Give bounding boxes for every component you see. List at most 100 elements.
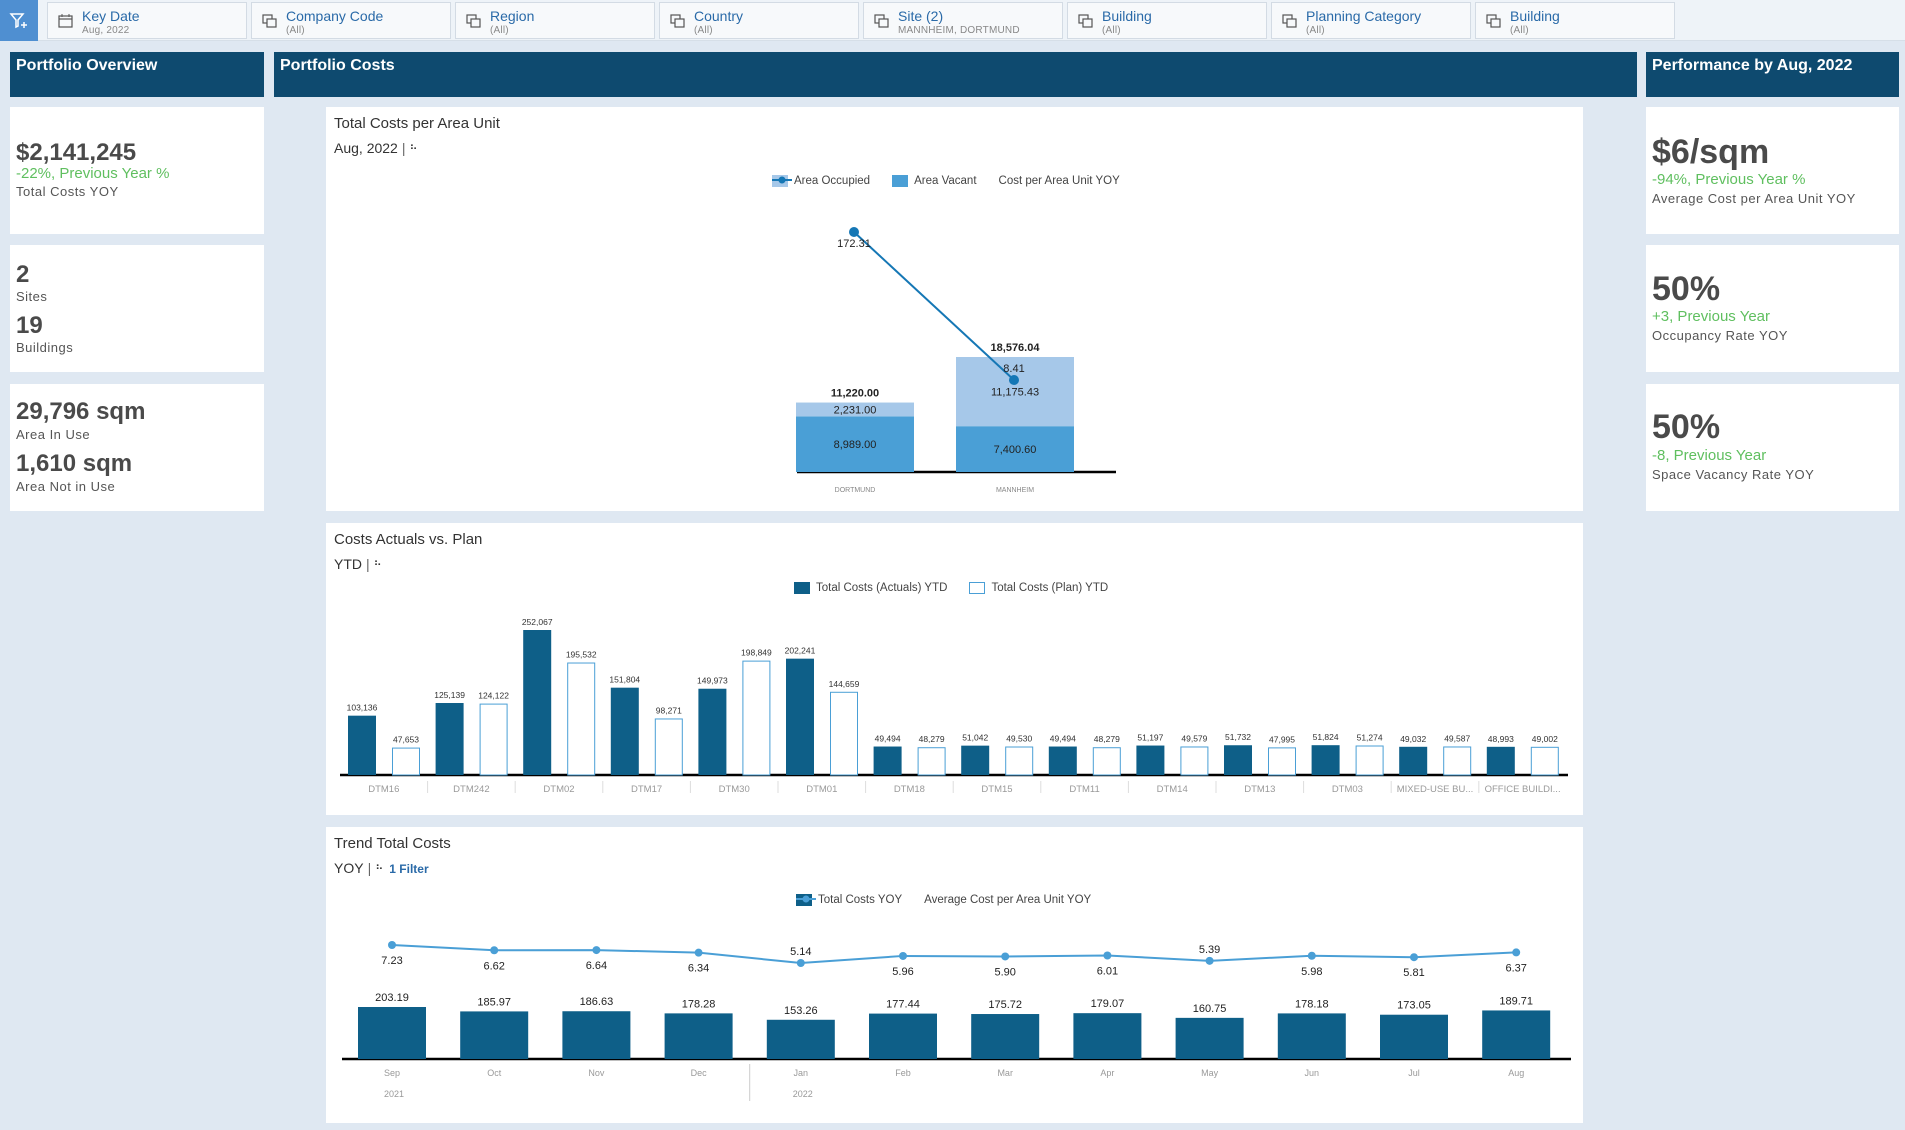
- avg-cost-point: [796, 959, 805, 967]
- actuals-value-label: 51,042: [962, 733, 988, 743]
- total-costs-value-label: 175.72: [988, 999, 1022, 1011]
- total-costs-bar: [460, 1011, 529, 1059]
- total-costs-value-label: 160.75: [1193, 1003, 1227, 1015]
- total-costs-bar: [971, 1014, 1040, 1059]
- total-costs-value-label: 173.05: [1397, 1000, 1431, 1012]
- occupancy-card[interactable]: 50% +3, Previous Year Occupancy Rate YOY: [1646, 245, 1899, 372]
- trend-filter-link[interactable]: 1 Filter: [389, 862, 429, 876]
- x-tick-label: Oct: [487, 1068, 502, 1078]
- filter-value: (All): [1102, 25, 1121, 36]
- filter-key-date[interactable]: Key Date Aug, 2022: [47, 2, 247, 39]
- filter-copy-icon: [1078, 14, 1093, 28]
- x-tick-label: Mar: [997, 1068, 1013, 1078]
- plan-bar: [1180, 746, 1209, 776]
- avg-cost-label: 5.98: [1301, 966, 1322, 978]
- filter-copy-icon: [874, 14, 889, 28]
- plan-swatch: [969, 582, 986, 594]
- avg-cost-label: 6.64: [586, 960, 607, 972]
- avg-cost-value: $6/sqm: [1652, 133, 1770, 171]
- line-marker-icon: [772, 176, 792, 184]
- filter-country[interactable]: Country (All): [659, 2, 859, 39]
- actuals-swatch: [794, 582, 810, 594]
- trend-panel[interactable]: Trend Total Costs YOY | ⠓ 1 Filter Total Co…: [326, 827, 1583, 1123]
- actuals-bar: [348, 715, 376, 775]
- legend-area-vacant[interactable]: Area Vacant: [892, 175, 977, 187]
- hierarchy-icon[interactable]: ⠓: [373, 560, 382, 572]
- portfolio-overview-header: Portfolio Overview: [10, 52, 264, 97]
- area-vacant-bar: [956, 426, 1074, 472]
- filter-label: Site (2): [898, 8, 944, 24]
- plan-bar: [479, 703, 508, 776]
- avg-cost-point: [1001, 952, 1010, 961]
- legend-cost-per-area[interactable]: Cost per Area Unit YOY: [772, 175, 1120, 187]
- x-tick-label: DTM17: [631, 784, 662, 795]
- filter-label: Country: [694, 8, 744, 24]
- actuals-plan-panel[interactable]: Costs Actuals vs. Plan YTD | ⠓ Total Costs…: [326, 523, 1583, 815]
- filter-copy-icon: [1486, 14, 1501, 28]
- avg-cost-label: 5.14: [790, 946, 811, 958]
- avg-cost-point: [1307, 951, 1316, 960]
- plan-value-label: 49,530: [1006, 734, 1032, 744]
- plan-bar: [392, 747, 420, 776]
- filter-copy-icon: [670, 14, 685, 28]
- sites-buildings-card[interactable]: 2 Sites 19 Buildings: [10, 245, 264, 372]
- filter-label: Building: [1510, 8, 1560, 24]
- plan-bar: [1092, 747, 1121, 776]
- avg-cost-card[interactable]: $6/sqm -94%, Previous Year % Average Cos…: [1646, 107, 1899, 234]
- total-costs-bar: [1482, 1010, 1551, 1059]
- trend-subtitle: YOY | ⠓ 1 Filter: [334, 860, 429, 876]
- area-cost-title: Total Costs per Area Unit: [334, 115, 500, 132]
- vacancy-card[interactable]: 50% -8, Previous Year Space Vacancy Rate…: [1646, 384, 1899, 511]
- actuals-value-label: 51,824: [1313, 732, 1339, 742]
- filter-site[interactable]: Site (2) MANNHEIM, DORTMUND: [863, 2, 1063, 39]
- legend-actuals[interactable]: Total Costs (Actuals) YTD: [794, 582, 947, 594]
- area-cost-legend: Area Occupied Area Vacant Cost per Area …: [772, 175, 1120, 187]
- area-occupied-label: 2,231.00: [834, 404, 877, 416]
- actuals-value-label: 149,973: [697, 676, 728, 686]
- filter-building-2[interactable]: Building (All): [1475, 2, 1675, 39]
- legend-avg-cost[interactable]: Average Cost per Area Unit YOY: [796, 894, 1091, 906]
- hierarchy-icon[interactable]: ⠓: [409, 144, 418, 156]
- avg-cost-label: 5.90: [994, 966, 1015, 978]
- filter-region[interactable]: Region (All): [455, 2, 655, 39]
- total-costs-bar: [664, 1013, 733, 1059]
- avg-cost-line: [391, 944, 1517, 965]
- plan-bar: [830, 691, 858, 776]
- area-in-use-label: Area In Use: [16, 427, 91, 442]
- legend-cost-per-area-label: Cost per Area Unit YOY: [998, 175, 1120, 187]
- hierarchy-icon[interactable]: ⠓: [375, 864, 384, 876]
- filter-copy-icon: [466, 14, 481, 28]
- plan-value-label: 48,279: [919, 734, 945, 744]
- filter-planning-category[interactable]: Planning Category (All): [1271, 2, 1471, 39]
- plan-bar: [1443, 746, 1472, 776]
- area-total-label: 18,576.04: [991, 342, 1041, 354]
- plan-value-label: 124,122: [478, 691, 509, 701]
- actuals-value-label: 151,804: [609, 675, 640, 685]
- area-not-in-use-label: Area Not in Use: [16, 479, 116, 494]
- cost-per-area-point: [1009, 375, 1019, 385]
- actuals-value-label: 103,136: [347, 703, 378, 713]
- legend-actuals-label: Total Costs (Actuals) YTD: [816, 582, 948, 594]
- avg-cost-point: [899, 951, 907, 960]
- actuals-value-label: 252,067: [522, 617, 553, 627]
- buildings-value: 19: [16, 312, 43, 339]
- plan-value-label: 144,659: [829, 679, 860, 689]
- avg-cost-label: 6.37: [1505, 962, 1526, 974]
- total-costs-card[interactable]: $2,141,245 -22%, Previous Year % Total C…: [10, 107, 264, 234]
- avg-cost-point: [1512, 948, 1521, 957]
- legend-plan[interactable]: Total Costs (Plan) YTD: [969, 582, 1108, 594]
- filter-company-code[interactable]: Company Code (All): [251, 2, 451, 39]
- area-card[interactable]: 29,796 sqm Area In Use 1,610 sqm Area No…: [10, 384, 264, 511]
- x-tick-label: Aug: [1508, 1068, 1524, 1078]
- actuals-value-label: 49,494: [1050, 734, 1076, 744]
- x-tick-label: Jun: [1305, 1068, 1320, 1078]
- actuals-bar: [523, 630, 552, 775]
- x-tick-label: Jan: [794, 1068, 809, 1078]
- filter-toggle-button[interactable]: [0, 0, 38, 41]
- area-cost-panel[interactable]: Total Costs per Area Unit Aug, 2022 | ⠓ Ar…: [326, 107, 1583, 511]
- filter-building[interactable]: Building (All): [1067, 2, 1267, 39]
- filter-value: (All): [694, 25, 713, 36]
- avg-cost-label: 5.81: [1403, 967, 1424, 979]
- actuals-value-label: 51,197: [1137, 733, 1163, 743]
- line-marker-icon: [796, 895, 816, 903]
